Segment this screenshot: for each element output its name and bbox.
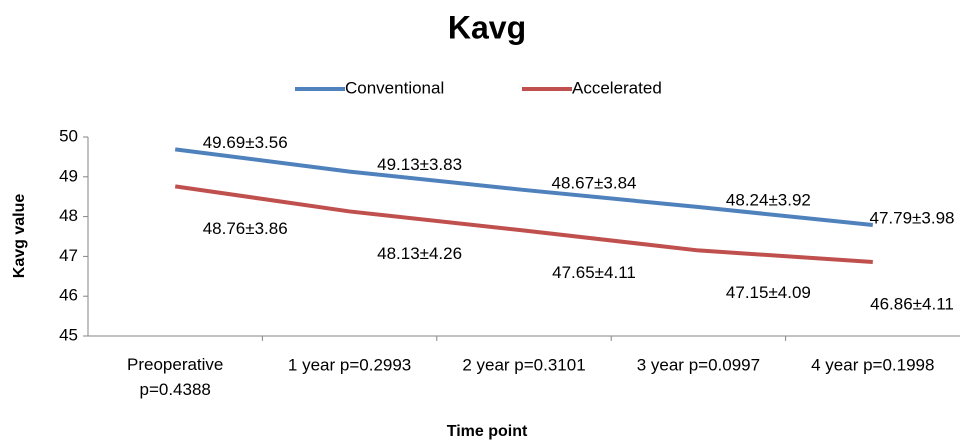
- x-tick-label: 4 year p=0.1998: [811, 355, 934, 374]
- y-tick-label: 49: [59, 166, 78, 185]
- x-tick-line: Preoperative: [127, 355, 223, 374]
- x-axis-title: Time point: [447, 423, 528, 440]
- data-label: 48.67±3.84: [552, 173, 637, 192]
- data-label: 47.79±3.98: [870, 208, 955, 227]
- y-tick-label: 46: [59, 286, 78, 305]
- series-line: [174, 147, 874, 227]
- x-tick-label: Preoperative p=0.4388: [127, 355, 223, 399]
- data-label: 47.65±4.11: [552, 263, 636, 282]
- data-label: 48.13±4.26: [377, 244, 462, 263]
- chart-title: Kavg: [448, 9, 526, 45]
- data-label: 49.69±3.56: [203, 133, 288, 152]
- legend-label: Accelerated: [572, 78, 662, 97]
- data-label: 48.24±3.92: [726, 191, 811, 210]
- data-label: 46.86±4.11: [870, 294, 954, 313]
- x-tick-label: 3 year p=0.0997: [637, 355, 760, 374]
- series-line: [174, 184, 873, 264]
- y-tick-label: 50: [59, 126, 78, 145]
- data-label: 49.13±3.83: [377, 155, 462, 174]
- data-label: 47.15±4.09: [726, 283, 811, 302]
- y-axis-title: Kavg value: [11, 194, 28, 279]
- y-tick-label: 45: [59, 325, 78, 344]
- x-tick-label: 1 year p=0.2993: [288, 355, 411, 374]
- x-tick-label: 2 year p=0.3101: [462, 355, 585, 374]
- x-tick-line: p=0.4388: [140, 380, 211, 399]
- y-tick-label: 48: [59, 206, 78, 225]
- data-label: 48.76±3.86: [203, 219, 288, 238]
- y-tick-label: 47: [59, 246, 78, 265]
- legend-label: Conventional: [345, 78, 444, 97]
